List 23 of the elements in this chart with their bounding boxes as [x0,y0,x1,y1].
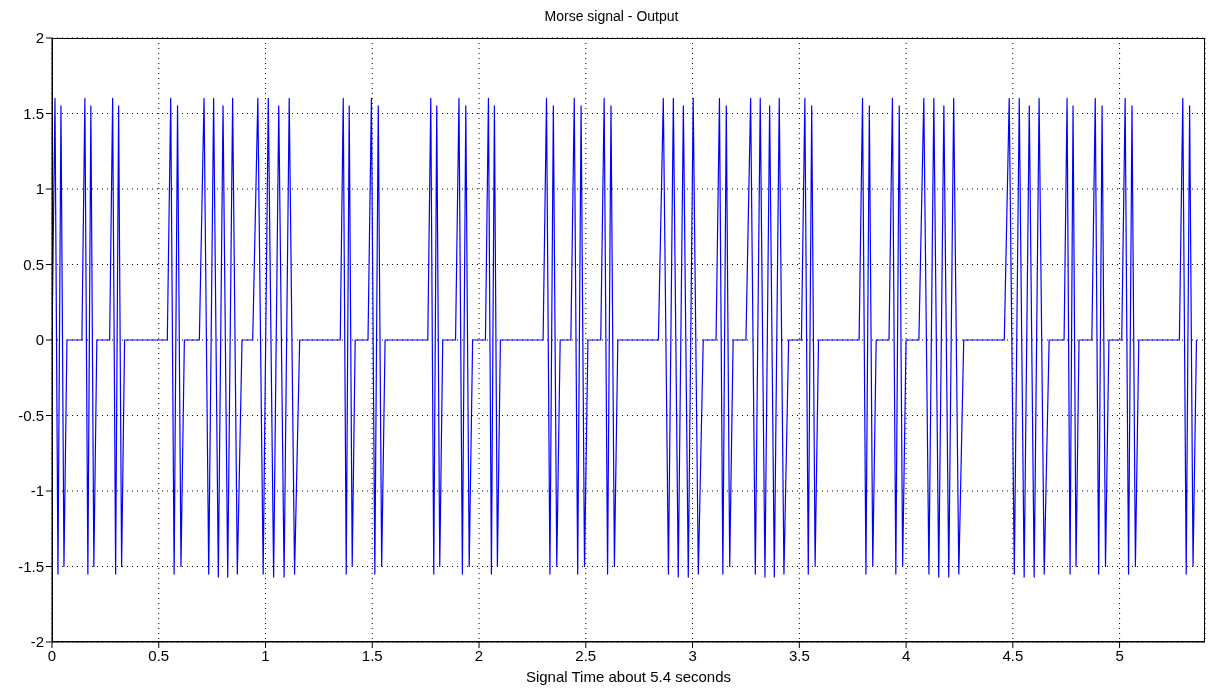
x-tick-label: 0.5 [148,646,170,664]
y-tick-label: -0.5 [18,406,44,424]
x-axis-title: Signal Time about 5.4 seconds [525,668,732,685]
y-tick-label: -1 [30,482,44,500]
y-tick-label: -2 [30,633,44,651]
x-tick-label: 1 [261,646,270,664]
line-series [52,97,1198,578]
y-tick-label: 2 [35,29,44,47]
x-tick-label: 4.5 [1002,646,1024,664]
x-tick-label: 3.5 [788,646,810,664]
x-tick-label: 2.5 [575,646,597,664]
x-tick-label: 2 [474,646,484,664]
y-tick-label: 1 [35,180,44,198]
x-tick-label: 1.5 [361,646,383,664]
y-tick-label: 0.5 [23,255,44,273]
y-tick-label: 0 [35,331,44,349]
chart-title: Morse signal - Output [543,8,680,26]
x-tick-label: 0 [47,646,57,664]
y-tick-label: -1.5 [18,557,44,575]
x-tick-label: 4 [901,646,911,664]
y-tick-label: 1.5 [23,104,44,122]
x-tick-label: 3 [688,646,697,664]
x-tick-label: 5 [1115,646,1124,664]
